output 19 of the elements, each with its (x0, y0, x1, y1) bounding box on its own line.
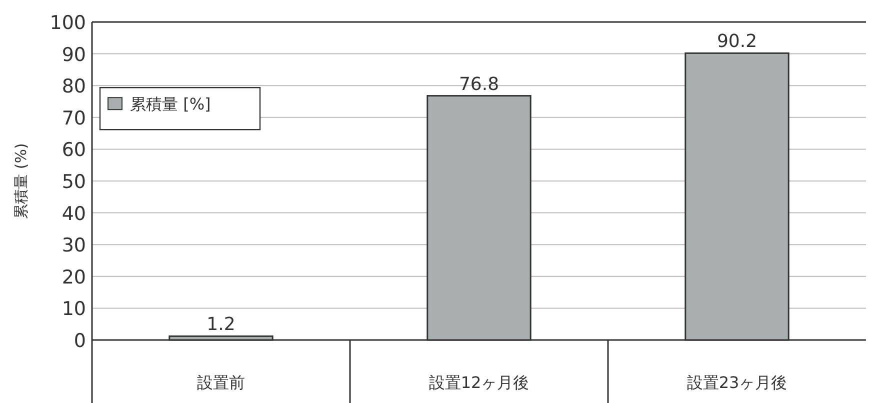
y-tick-label: 80 (62, 76, 86, 98)
y-axis-title: 累積量 (%) (12, 143, 30, 219)
legend-label: 累積量 [%] (130, 94, 211, 114)
x-tick-label: 設置12ヶ月後 (428, 373, 530, 392)
data-label: 90.2 (716, 31, 758, 52)
y-tick-label: 40 (62, 202, 86, 225)
y-tick-label: 100 (50, 12, 86, 34)
y-tick-label: 0 (74, 330, 86, 352)
y-tick-label: 20 (62, 266, 86, 288)
y-tick-label: 70 (62, 107, 86, 130)
y-tick-label: 50 (62, 171, 86, 193)
y-tick-label: 10 (62, 298, 86, 320)
y-tick-label: 30 (62, 234, 86, 257)
y-tick-label: 60 (62, 139, 86, 162)
x-tick-label: 設置23ヶ月後 (686, 373, 788, 392)
data-label: 1.2 (206, 314, 236, 336)
y-tick-label: 90 (62, 44, 86, 66)
data-label: 76.8 (458, 74, 500, 95)
x-tick-label: 設置前 (197, 373, 245, 392)
